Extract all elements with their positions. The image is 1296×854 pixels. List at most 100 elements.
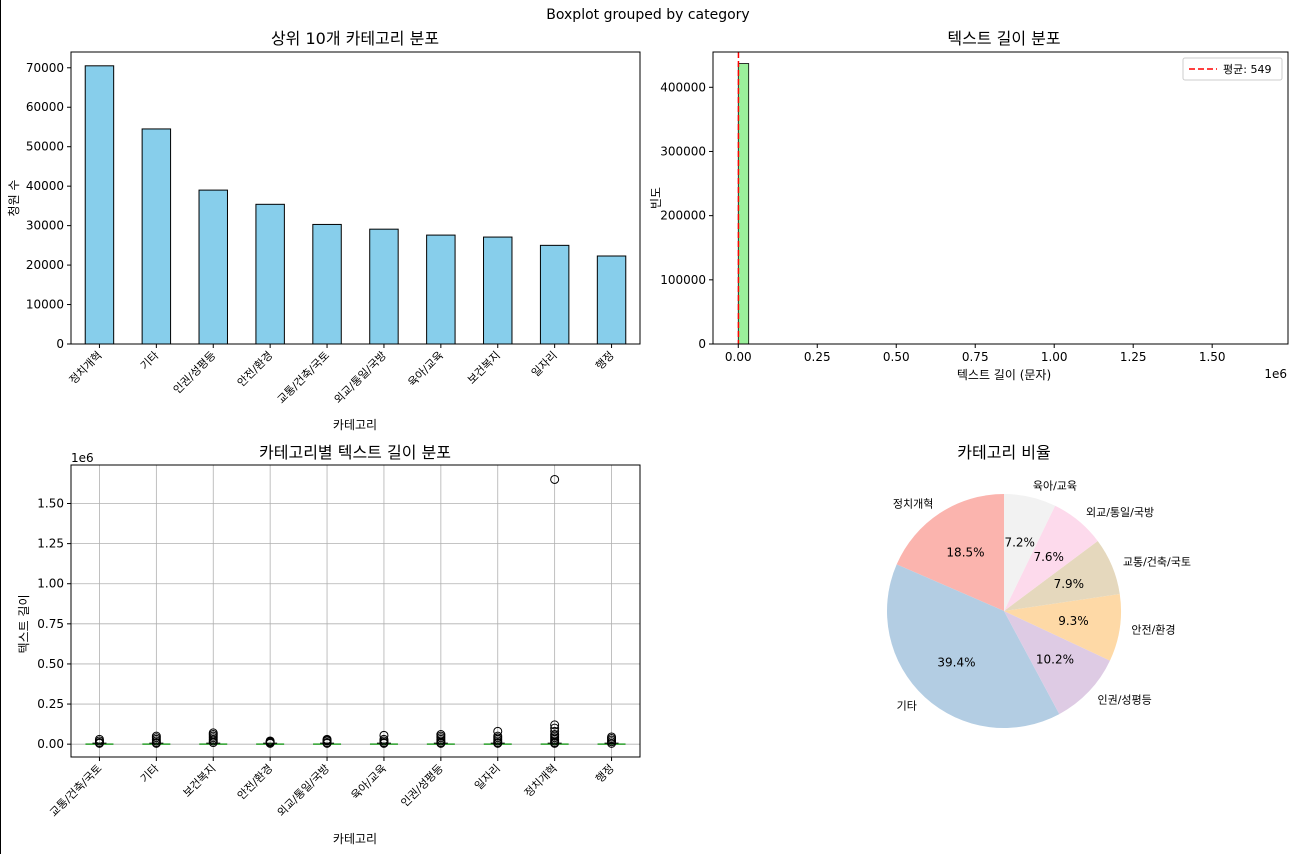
boxplot-y-tick-label: 0.50 — [37, 657, 64, 671]
histogram-title: 텍스트 길이 분포 — [947, 29, 1060, 48]
boxplot-outlier — [94, 738, 104, 748]
pie-slice-2 — [1004, 611, 1110, 715]
boxplot-x-tick-label: 교통/건축/국토 — [47, 762, 104, 819]
boxplot-panel: 카테고리별 텍스트 길이 분포 카테고리 텍스트 길이 1e6 0.00 0.25… — [17, 443, 641, 846]
bar-x-tick-label: 육아/교육 — [406, 349, 446, 389]
pie-title: 카테고리 비율 — [957, 443, 1050, 462]
bar-x-tick-label: 안전/환경 — [235, 349, 275, 389]
boxplot-x-tick-label: 기타 — [138, 762, 162, 786]
histogram-xlabel: 텍스트 길이 (문자) — [957, 368, 1051, 382]
bar-5 — [369, 228, 399, 345]
boxplot-outlier — [550, 474, 560, 484]
bar-2 — [198, 189, 228, 345]
histogram-y-tick-label: 200000 — [660, 209, 706, 223]
pie-panel: 카테고리 비율 18.5% 정치개혁 39.4% 기타 10.2% 인권/성평등 9.3% 안… — [887, 443, 1191, 728]
pie-slice-6 — [1004, 494, 1056, 611]
histogram-x-tick-label: 1.50 — [1199, 350, 1226, 364]
boxplot-y-tick-label: 1.00 — [37, 577, 64, 591]
bar-chart-title: 상위 10개 카테고리 분포 — [271, 29, 439, 48]
bar-chart-axes-frame — [70, 51, 641, 345]
pie-category-label: 정치개혁 — [893, 497, 933, 510]
bar-y-tick-label: 20000 — [26, 258, 64, 272]
bar-x-tick-label: 인권/성평등 — [171, 349, 219, 397]
histogram-bin-0 — [737, 63, 750, 345]
pie-pct-label: 7.6% — [1033, 550, 1064, 564]
pie-pct-label: 18.5% — [946, 545, 984, 559]
boxplot-x-tick-label: 행정 — [593, 762, 617, 786]
boxplot-x-tick-label: 안전/환경 — [235, 762, 275, 802]
boxplot-y-tick-label: 1.25 — [37, 537, 64, 551]
histogram-x-tick-label: 0.00 — [725, 350, 752, 364]
pie-category-label: 안전/환경 — [1131, 624, 1175, 637]
boxplot-axes-frame — [70, 464, 641, 758]
pie-pct-label: 39.4% — [937, 656, 975, 670]
boxplot-outlier — [493, 738, 503, 748]
pie-pct-label: 9.3% — [1058, 614, 1089, 628]
pie-category-label: 외교/통일/국방 — [1086, 505, 1154, 519]
bar-3 — [255, 203, 285, 345]
pie-category-label: 인권/성평등 — [1097, 693, 1151, 706]
histogram-x-tick-label: 0.25 — [804, 350, 831, 364]
boxplot-y-tick-label: 0.00 — [37, 737, 64, 751]
boxplot-outlier — [436, 738, 446, 748]
histogram-x-tick-label: 0.50 — [883, 350, 910, 364]
pie-pct-label: 7.2% — [1004, 536, 1035, 550]
bar-y-tick-label: 30000 — [26, 219, 64, 233]
bar-y-tick-label: 40000 — [26, 179, 64, 193]
histogram-legend: 평균: 549 — [1182, 57, 1283, 81]
legend-box — [1182, 57, 1283, 81]
boxplot-outlier — [379, 738, 389, 748]
histogram-y-tick-label: 100000 — [660, 273, 706, 287]
boxplot-x-tick-label: 정치개혁 — [522, 762, 560, 800]
boxplot-y-tick-label: 1.50 — [37, 497, 64, 511]
boxplot-outlier — [151, 738, 161, 748]
histogram-ylabel: 빈도 — [649, 187, 663, 209]
boxplot-x-tick-label: 육아/교육 — [349, 762, 389, 802]
bar-9 — [596, 255, 627, 345]
boxplot-x-tick-label: 일자리 — [471, 761, 502, 792]
pie-slice-3 — [1004, 593, 1121, 661]
boxplot-y-tick-label: 0.75 — [37, 617, 64, 631]
boxplot-x-tick-label: 보건복지 — [181, 762, 219, 800]
pie-category-label: 육아/교육 — [1033, 480, 1077, 493]
boxplot-outlier — [607, 738, 617, 748]
histogram-x-tick-label: 1.00 — [1041, 350, 1068, 364]
bar-y-tick-label: 0 — [56, 337, 64, 351]
bar-y-tick-label: 70000 — [26, 61, 64, 75]
bar-x-tick-label: 교통/건축/국토 — [275, 349, 332, 406]
pie-category-label: 기타 — [897, 700, 917, 713]
histogram-y-tick-label: 0 — [698, 337, 706, 351]
boxplot-outlier — [550, 720, 560, 730]
boxplot-outlier — [265, 738, 275, 748]
pie-slice-5 — [1004, 505, 1098, 611]
boxplot-outlier — [208, 738, 218, 748]
histogram-x-tick-label: 1.25 — [1120, 350, 1147, 364]
bar-7 — [483, 236, 513, 345]
histogram-panel: 텍스트 길이 분포 텍스트 길이 (문자) 빈도 1e6 0.00 0.25 0.5… — [649, 29, 1289, 382]
boxplot-x-tick-label: 인권/성평등 — [398, 762, 446, 810]
bar-x-tick-label: 기타 — [138, 349, 162, 373]
bar-4 — [312, 223, 342, 345]
bar-chart-xlabel: 카테고리 — [333, 418, 377, 432]
figure-suptitle: Boxplot grouped by category — [546, 7, 749, 23]
pie-pct-label: 10.2% — [1036, 652, 1074, 666]
bar-chart-panel: 상위 10개 카테고리 분포 카테고리 청원 수 정치개혁 기타 인권/성평등 안전/… — [7, 29, 641, 432]
boxplot-outlier — [550, 738, 560, 748]
figure-left-edge — [0, 0, 1, 854]
bar-y-tick-label: 60000 — [26, 100, 64, 114]
legend-mean-label: 평균: 549 — [1223, 63, 1271, 76]
bar-chart-ylabel: 청원 수 — [7, 180, 21, 217]
bar-y-tick-label: 10000 — [26, 298, 64, 312]
bar-x-tick-label: 행정 — [593, 349, 617, 373]
boxplot-y-tick-label: 0.25 — [37, 697, 64, 711]
bar-x-tick-label: 보건복지 — [465, 349, 503, 387]
boxplot-outlier — [322, 738, 332, 748]
pie-slice-4 — [1004, 540, 1120, 611]
pie-slice-1 — [887, 564, 1060, 728]
bar-8 — [539, 244, 570, 345]
histogram-x-tick-label: 0.75 — [962, 350, 989, 364]
boxplot-title: 카테고리별 텍스트 길이 분포 — [259, 443, 451, 462]
pie-category-label: 교통/건축/국토 — [1123, 556, 1191, 569]
histogram-axes-frame — [712, 51, 1289, 345]
bar-y-tick-label: 50000 — [26, 140, 64, 154]
